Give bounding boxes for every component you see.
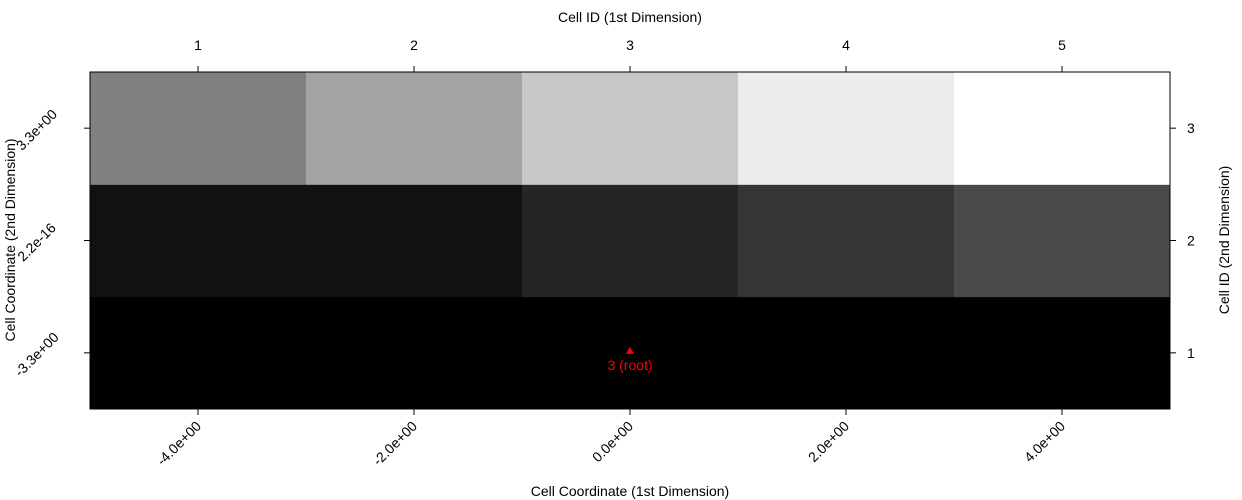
heatmap-cell [306,184,523,298]
annotations: 3 (root) [607,346,653,373]
x-axis-label: Cell Coordinate (1st Dimension) [531,483,729,499]
right-axis-label: Cell ID (2nd Dimension) [1216,166,1232,315]
heatmap-cell [90,72,307,185]
heatmap-cell [90,184,307,298]
heatmap-cell [90,296,307,410]
root-marker-label: 3 (root) [607,357,652,373]
right-tick-label: 2 [1187,233,1195,249]
heatmap-cell [738,72,955,185]
x-tick-label: -2.0e+00 [369,418,420,469]
top-axis-label: Cell ID (1st Dimension) [558,9,702,25]
x-tick-label: 2.0e+00 [805,418,853,466]
right-tick-label: 1 [1187,345,1195,361]
heatmap-cell [954,72,1171,185]
top-tick-label: 3 [626,37,634,53]
heatmap-cells [90,72,1171,410]
root-marker [626,346,634,354]
y-tick-label: -3.3e+00 [11,329,62,380]
heatmap-cell [306,296,523,410]
x-tick-label: 4.0e+00 [1021,418,1069,466]
heatmap-cell [738,184,955,298]
heatmap-cell [522,72,739,185]
top-tick-label: 5 [1058,37,1066,53]
right-tick-label: 3 [1187,120,1195,136]
x-tick-label: 0.0e+00 [589,418,637,466]
top-tick-label: 4 [842,37,850,53]
heatmap-cell [954,296,1171,410]
heatmap-cell [954,184,1171,298]
heatmap-cell [522,184,739,298]
heatmap-cell [306,72,523,185]
top-tick-label: 2 [410,37,418,53]
y-tick-label: 2.2e-16 [14,219,59,264]
heatmap-cell [738,296,955,410]
y-tick-label: 3.3e+00 [13,106,61,154]
top-tick-label: 1 [194,37,202,53]
y-axis-label: Cell Coordinate (2nd Dimension) [2,138,18,341]
x-tick-label: -4.0e+00 [153,418,204,469]
